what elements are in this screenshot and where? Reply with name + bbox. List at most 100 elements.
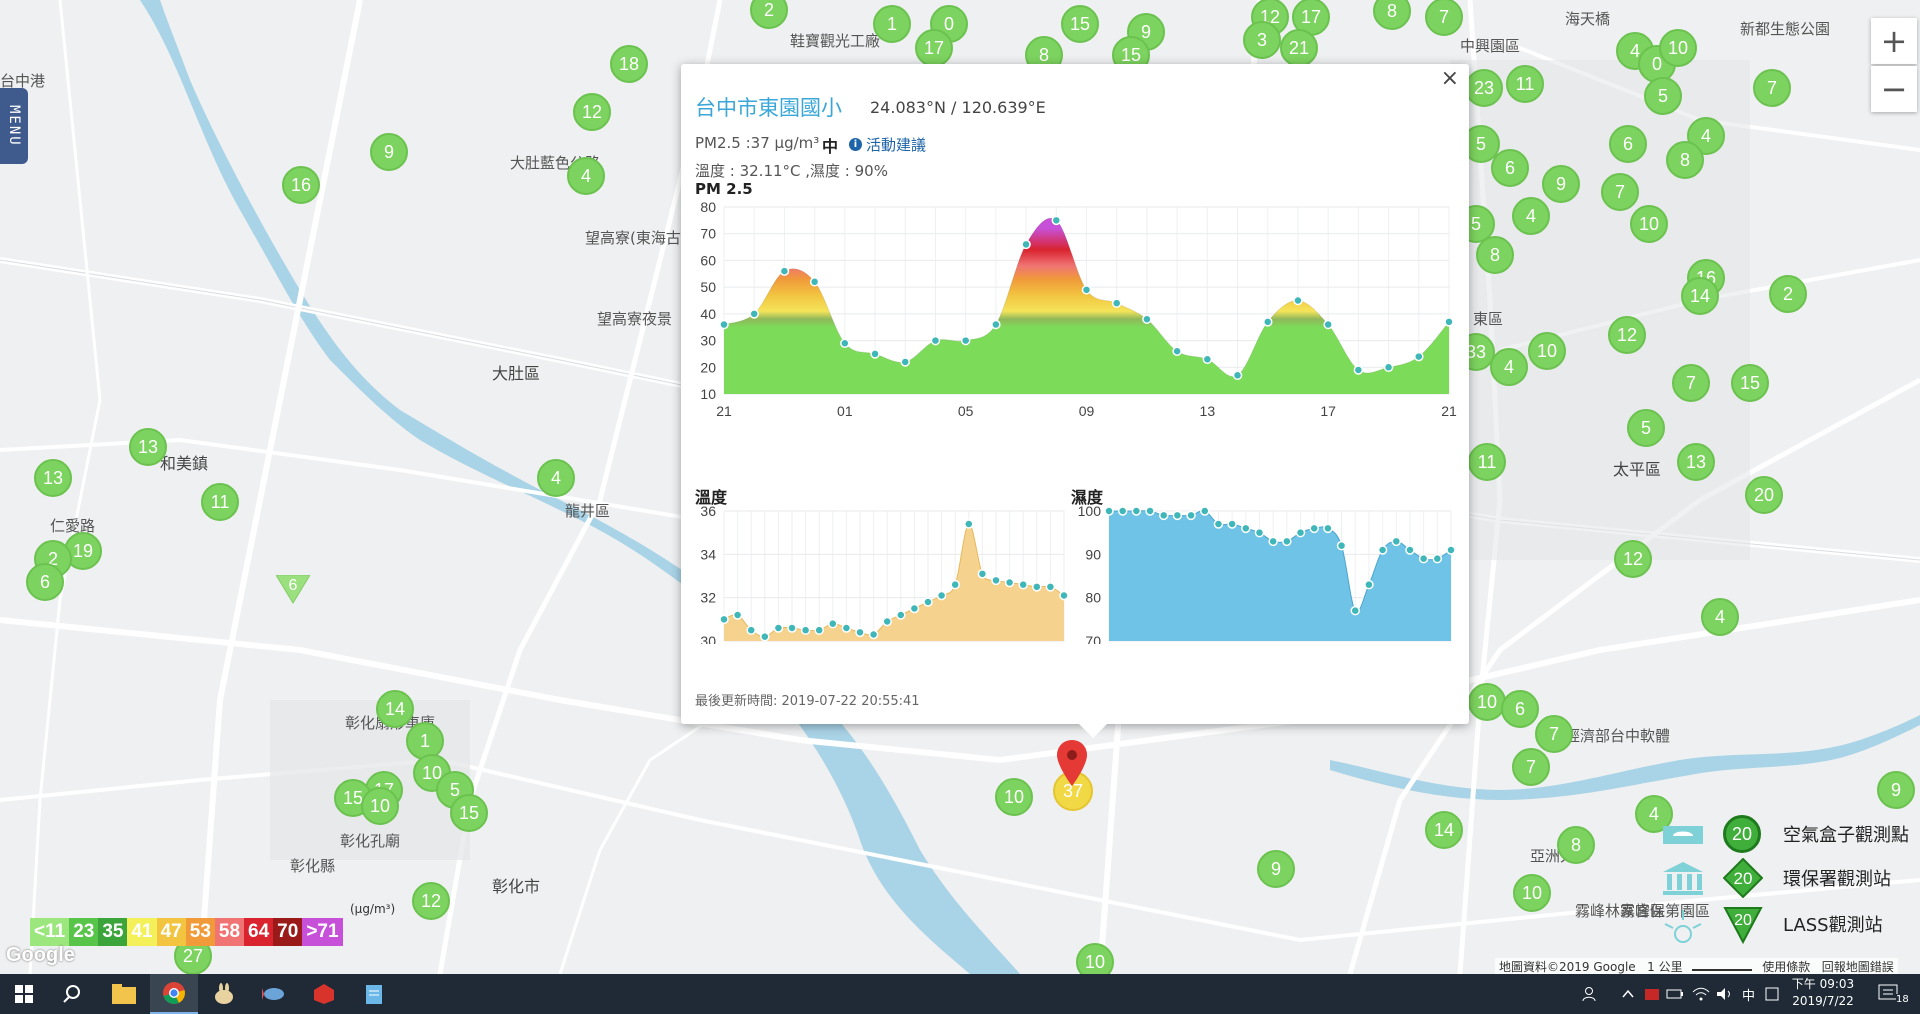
airbox-marker[interactable]: 4 bbox=[567, 157, 605, 195]
airbox-marker[interactable]: 9 bbox=[1542, 165, 1580, 203]
airbox-marker[interactable]: 10 bbox=[1076, 943, 1114, 974]
advice-label: 活動建議 bbox=[866, 136, 927, 154]
airbox-marker[interactable]: 13 bbox=[129, 428, 167, 466]
airbox-marker[interactable]: 1 bbox=[873, 5, 911, 43]
airbox-marker[interactable]: 4 bbox=[1512, 197, 1550, 235]
airbox-marker[interactable]: 7 bbox=[1535, 715, 1573, 753]
chrome-button[interactable] bbox=[150, 974, 198, 1014]
airbox-marker[interactable]: 12 bbox=[1608, 316, 1646, 354]
airbox-marker[interactable]: 14 bbox=[376, 690, 414, 728]
airbox-marker[interactable]: 12 bbox=[412, 882, 450, 920]
airbox-marker[interactable]: 7 bbox=[1601, 173, 1639, 211]
airbox-marker[interactable]: 9 bbox=[1877, 771, 1915, 809]
airbox-marker[interactable]: 9 bbox=[1257, 850, 1295, 888]
airbox-marker[interactable]: 10 bbox=[1513, 874, 1551, 912]
airbox-marker[interactable]: 8 bbox=[1666, 141, 1704, 179]
airbox-marker[interactable]: 13 bbox=[34, 459, 72, 497]
chevron-up-icon[interactable] bbox=[1622, 974, 1634, 1014]
start-button[interactable] bbox=[0, 974, 48, 1014]
airbox-marker-value: 16 bbox=[290, 174, 312, 195]
battery-icon[interactable] bbox=[1666, 974, 1684, 1014]
airbox-marker[interactable]: 4 bbox=[1687, 117, 1725, 155]
airbox-marker[interactable]: 11 bbox=[1468, 443, 1506, 481]
airbox-marker[interactable]: 10 bbox=[995, 778, 1033, 816]
airbox-marker[interactable]: 2 bbox=[750, 0, 788, 29]
airbox-marker-value: 10 bbox=[421, 762, 443, 783]
airbox-marker[interactable]: 15 bbox=[1061, 5, 1099, 43]
search-button[interactable] bbox=[48, 974, 96, 1014]
lass-station-marker[interactable]: 6 bbox=[275, 574, 311, 605]
station-title[interactable]: 台中市東園國小 bbox=[695, 96, 842, 120]
airbox-marker[interactable]: 12 bbox=[1614, 540, 1652, 578]
report-link[interactable]: 回報地圖錯誤 bbox=[1821, 960, 1894, 974]
airbox-marker[interactable]: 7 bbox=[1425, 0, 1463, 36]
volume-icon[interactable] bbox=[1716, 974, 1734, 1014]
airbox-marker[interactable]: 13 bbox=[1677, 443, 1715, 481]
security-icon[interactable] bbox=[1644, 974, 1660, 1014]
app-button-4[interactable] bbox=[350, 974, 398, 1014]
airbox-marker[interactable]: 8 bbox=[1476, 236, 1514, 274]
airbox-marker[interactable]: 8 bbox=[1373, 0, 1411, 30]
airbox-marker[interactable]: 6 bbox=[26, 563, 64, 601]
zoom-in-button[interactable]: + bbox=[1871, 18, 1917, 64]
zoom-out-button[interactable]: − bbox=[1871, 66, 1917, 112]
terms-link[interactable]: 使用條款 bbox=[1762, 960, 1811, 974]
airbox-marker[interactable]: 5 bbox=[1627, 409, 1665, 447]
airbox-marker[interactable]: 7 bbox=[1672, 364, 1710, 402]
airbox-marker[interactable]: 15 bbox=[1731, 364, 1769, 402]
airbox-marker[interactable]: 11 bbox=[1506, 65, 1544, 103]
airbox-marker[interactable]: 10 bbox=[361, 787, 399, 825]
x-tick-label: 13 bbox=[1200, 403, 1216, 419]
file-explorer-button[interactable] bbox=[100, 974, 148, 1014]
people-icon[interactable] bbox=[1582, 974, 1600, 1014]
app-button-2[interactable] bbox=[250, 974, 298, 1014]
airbox-marker[interactable]: 6 bbox=[1501, 690, 1539, 728]
app-button-1[interactable] bbox=[200, 974, 248, 1014]
airbox-marker[interactable]: 16 bbox=[282, 166, 320, 204]
airbox-marker[interactable]: 21 bbox=[1280, 29, 1318, 67]
legend-lass-value: 20 bbox=[1734, 912, 1752, 929]
notification-button[interactable]: 18 bbox=[1878, 974, 1909, 1014]
airbox-marker[interactable]: 7 bbox=[1512, 748, 1550, 786]
ime-indicator[interactable]: 中 bbox=[1742, 988, 1756, 1004]
airbox-marker[interactable]: 14 bbox=[1681, 277, 1719, 315]
map-canvas[interactable]: 大肚區 和美鎮 彰化市 太平區 望高寮(東海古堡) 望高寮夜景 大肚藍色公路 鞋… bbox=[0, 0, 1920, 974]
airbox-marker[interactable]: 4 bbox=[1635, 795, 1673, 833]
ime-mode-icon[interactable] bbox=[1765, 974, 1779, 1014]
airbox-marker[interactable]: 15 bbox=[450, 794, 488, 832]
airbox-marker-value: 4 bbox=[580, 165, 591, 186]
airbox-marker[interactable]: 2 bbox=[1769, 275, 1807, 313]
airbox-marker[interactable]: 5 bbox=[1644, 77, 1682, 115]
airbox-marker[interactable]: 10 bbox=[1468, 683, 1506, 721]
airbox-marker[interactable]: 20 bbox=[1745, 476, 1783, 514]
airbox-marker[interactable]: 10 bbox=[1528, 332, 1566, 370]
app-button-3[interactable] bbox=[300, 974, 348, 1014]
airbox-marker[interactable]: 4 bbox=[1616, 32, 1654, 70]
airbox-marker[interactable]: 4 bbox=[537, 459, 575, 497]
data-point bbox=[828, 618, 838, 629]
airbox-marker[interactable]: 4 bbox=[1490, 348, 1528, 386]
airbox-marker[interactable]: 6 bbox=[1609, 125, 1647, 163]
airbox-marker-value: 1 bbox=[886, 13, 897, 34]
airbox-marker[interactable]: 9 bbox=[370, 133, 408, 171]
airbox-marker-value: 4 bbox=[1648, 803, 1659, 824]
wifi-icon[interactable] bbox=[1692, 974, 1710, 1014]
close-button[interactable]: × bbox=[1440, 66, 1459, 91]
airbox-marker[interactable]: 10 bbox=[1659, 29, 1697, 67]
advice-link[interactable]: i 活動建議 bbox=[849, 134, 926, 155]
airbox-marker[interactable]: 8 bbox=[1557, 826, 1595, 864]
airbox-marker[interactable]: 17 bbox=[915, 29, 953, 67]
menu-button[interactable]: MENU bbox=[0, 88, 28, 164]
airbox-marker[interactable]: 18 bbox=[610, 45, 648, 83]
airbox-marker[interactable]: 23 bbox=[1465, 69, 1503, 107]
airbox-marker[interactable]: 4 bbox=[1701, 598, 1739, 636]
airbox-marker[interactable]: 12 bbox=[573, 93, 611, 131]
airbox-marker[interactable]: 7 bbox=[1753, 69, 1791, 107]
airbox-marker[interactable]: 3 bbox=[1243, 21, 1281, 59]
airbox-marker[interactable]: 14 bbox=[1425, 811, 1463, 849]
airbox-marker[interactable]: 6 bbox=[1491, 149, 1529, 187]
airbox-marker[interactable]: 10 bbox=[1630, 205, 1668, 243]
scale-unit: (μg/m³) bbox=[350, 902, 396, 916]
airbox-marker[interactable]: 11 bbox=[201, 483, 239, 521]
clock[interactable]: 下午 09:03 2019/7/22 bbox=[1788, 976, 1858, 1010]
